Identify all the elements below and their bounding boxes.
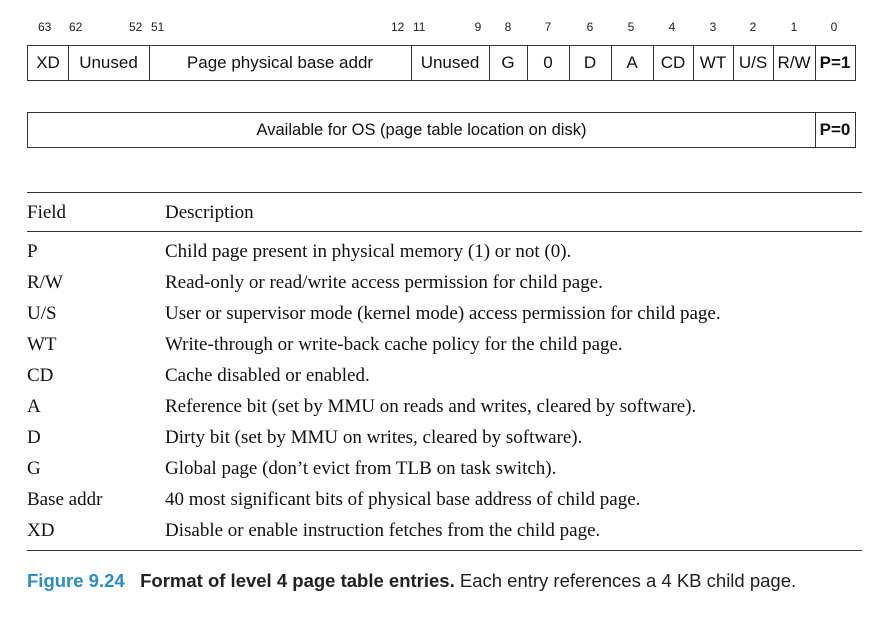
bit-number-12: 12 bbox=[391, 20, 405, 34]
field-available-os: Available for OS (page table location on… bbox=[256, 121, 587, 139]
bit-number-62: 62 bbox=[69, 20, 83, 34]
table-row-field: WT bbox=[27, 334, 57, 355]
pte-absent-format: Available for OS (page table location on… bbox=[27, 112, 856, 148]
field-p1: P=1 bbox=[819, 53, 851, 72]
table-row: XD Disable or enable instruction fetches… bbox=[27, 516, 867, 546]
table-row: CD Cache disabled or enabled. bbox=[27, 361, 867, 391]
bit-number-51: 51 bbox=[151, 20, 165, 34]
table-row: A Reference bit (set by MMU on reads and… bbox=[27, 392, 867, 422]
bit-number-8: 8 bbox=[504, 20, 512, 34]
table-row-field: P bbox=[27, 241, 38, 262]
field-cd: CD bbox=[660, 53, 686, 72]
field-a: A bbox=[626, 53, 638, 72]
field-divider bbox=[773, 46, 774, 80]
table-row-field: G bbox=[27, 458, 41, 479]
bit-number-63: 63 bbox=[38, 20, 52, 34]
field-wt: WT bbox=[699, 53, 727, 72]
table-row-field: D bbox=[27, 427, 41, 448]
table-row-description: Write-through or write-back cache policy… bbox=[165, 334, 623, 355]
field-divider bbox=[815, 46, 816, 80]
table-row-description: User or supervisor mode (kernel mode) ac… bbox=[165, 303, 721, 324]
pte-present-format: XD Unused Page physical base addr Unused… bbox=[27, 45, 856, 81]
table-header-field: Field bbox=[27, 202, 67, 223]
table-header-rule bbox=[27, 231, 862, 232]
field-zero: 0 bbox=[543, 53, 553, 72]
figure-caption: Figure 9.24 Format of level 4 page table… bbox=[27, 566, 867, 595]
table-row: U/S User or supervisor mode (kernel mode… bbox=[27, 299, 867, 329]
field-divider bbox=[68, 46, 69, 80]
table-row-field: CD bbox=[27, 365, 54, 386]
field-g: G bbox=[501, 53, 515, 72]
bit-number-9: 9 bbox=[474, 20, 482, 34]
table-row: G Global page (don’t evict from TLB on t… bbox=[27, 454, 867, 484]
field-unused-high: Unused bbox=[79, 53, 138, 72]
table-row: Base addr 40 most significant bits of ph… bbox=[27, 485, 867, 515]
table-row-field: R/W bbox=[27, 272, 63, 293]
field-divider bbox=[653, 46, 654, 80]
table-row-description: Reference bit (set by MMU on reads and w… bbox=[165, 396, 697, 417]
figure-number: Figure 9.24 bbox=[27, 570, 125, 591]
field-d: D bbox=[583, 53, 597, 72]
bit-number-11: 11 bbox=[413, 20, 426, 34]
field-divider bbox=[611, 46, 612, 80]
field-base-addr: Page physical base addr bbox=[186, 53, 374, 72]
bit-number-3: 3 bbox=[709, 20, 717, 34]
bit-number-52: 52 bbox=[129, 20, 143, 34]
field-divider bbox=[693, 46, 694, 80]
field-divider bbox=[411, 46, 412, 80]
table-row: P Child page present in physical memory … bbox=[27, 237, 867, 267]
table-row-description: Global page (don’t evict from TLB on tas… bbox=[165, 458, 557, 479]
bit-number-6: 6 bbox=[586, 20, 594, 34]
table-row-field: A bbox=[27, 396, 41, 417]
field-p0: P=0 bbox=[819, 120, 851, 139]
table-top-rule bbox=[27, 192, 862, 193]
bit-number-4: 4 bbox=[668, 20, 676, 34]
table-row: WT Write-through or write-back cache pol… bbox=[27, 330, 867, 360]
field-divider bbox=[149, 46, 150, 80]
table-row-description: Disable or enable instruction fetches fr… bbox=[165, 520, 601, 541]
bit-number-0: 0 bbox=[830, 20, 838, 34]
bit-number-7: 7 bbox=[544, 20, 552, 34]
table-header: Field Description bbox=[27, 198, 867, 228]
table-row-field: Base addr bbox=[27, 489, 103, 510]
field-divider bbox=[815, 113, 816, 147]
field-divider bbox=[733, 46, 734, 80]
figure-title: Format of level 4 page table entries. bbox=[140, 570, 455, 591]
field-unused-low: Unused bbox=[420, 53, 480, 72]
table-row-field: XD bbox=[27, 520, 55, 541]
field-rw: R/W bbox=[777, 53, 811, 72]
field-xd: XD bbox=[36, 53, 60, 72]
table-row-description: 40 most significant bits of physical bas… bbox=[165, 489, 641, 510]
table-row-field: U/S bbox=[27, 303, 57, 324]
table-row-description: Child page present in physical memory (1… bbox=[165, 241, 572, 262]
bit-number-5: 5 bbox=[627, 20, 635, 34]
table-row-description: Dirty bit (set by MMU on writes, cleared… bbox=[165, 427, 583, 448]
figure-caption-text: Each entry references a 4 KB child page. bbox=[454, 570, 797, 591]
bit-number-1: 1 bbox=[790, 20, 798, 34]
table-row-description: Cache disabled or enabled. bbox=[165, 365, 370, 386]
field-divider bbox=[489, 46, 490, 80]
table-row: D Dirty bit (set by MMU on writes, clear… bbox=[27, 423, 867, 453]
table-header-description: Description bbox=[165, 202, 254, 223]
table-row-description: Read-only or read/write access permissio… bbox=[165, 272, 603, 293]
field-us: U/S bbox=[738, 53, 768, 72]
table-row: R/W Read-only or read/write access permi… bbox=[27, 268, 867, 298]
table-bottom-rule bbox=[27, 550, 862, 551]
field-divider bbox=[527, 46, 528, 80]
bit-number-2: 2 bbox=[749, 20, 757, 34]
field-divider bbox=[569, 46, 570, 80]
